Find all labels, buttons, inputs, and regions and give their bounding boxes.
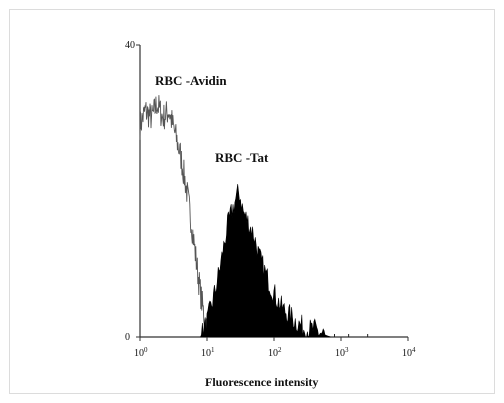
series-label-tat: RBC -Tat — [215, 150, 269, 165]
x-tick-label: 104 — [402, 346, 416, 359]
ticks: 100 101 102 103 104 — [134, 44, 416, 359]
x-tick-label: 100 — [134, 346, 148, 359]
x-axis-title: Fluorescence intensity — [205, 375, 318, 389]
x-tick-label: 103 — [335, 346, 349, 359]
y-tick-label: 40 — [125, 40, 135, 51]
x-tick-label: 101 — [201, 346, 215, 359]
series-layer — [139, 95, 369, 338]
series-label-avidin: RBC -Avidin — [155, 73, 227, 88]
tat-histogram — [200, 184, 331, 338]
x-tick-label: 102 — [268, 346, 282, 359]
y-tick-label: 0 — [125, 332, 130, 343]
avidin-histogram — [139, 95, 211, 338]
